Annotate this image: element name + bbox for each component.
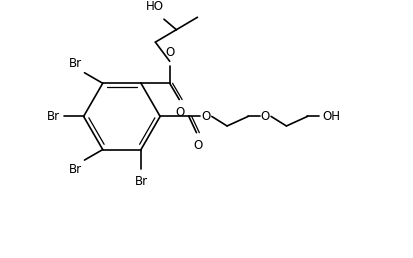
Text: Br: Br <box>69 163 82 176</box>
Text: O: O <box>165 46 174 59</box>
Text: O: O <box>193 139 202 152</box>
Text: O: O <box>201 110 210 123</box>
Text: HO: HO <box>145 1 163 13</box>
Text: OH: OH <box>322 110 340 123</box>
Text: Br: Br <box>134 175 147 188</box>
Text: O: O <box>175 106 184 119</box>
Text: O: O <box>260 110 269 123</box>
Text: Br: Br <box>47 110 60 123</box>
Text: Br: Br <box>69 57 82 70</box>
